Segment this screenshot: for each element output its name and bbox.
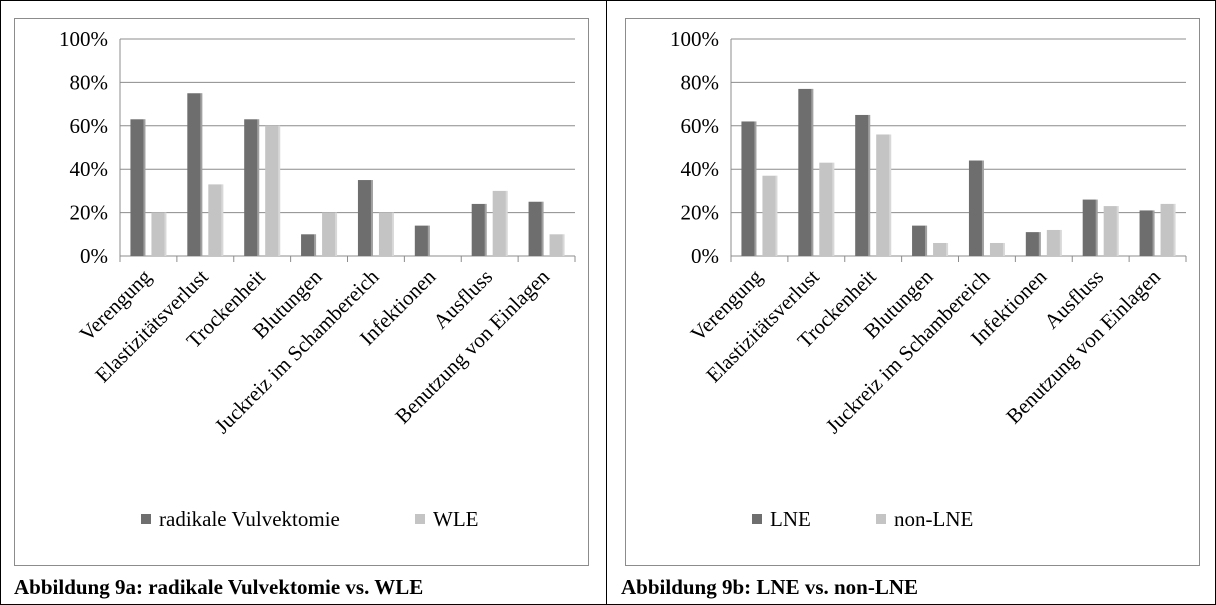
bar xyxy=(378,212,394,256)
y-tick-label: 100% xyxy=(59,27,108,51)
bar xyxy=(187,93,203,256)
bar-edge xyxy=(889,134,892,256)
bar xyxy=(1139,210,1155,256)
bar-edge xyxy=(335,212,338,256)
bar xyxy=(741,121,757,257)
bar xyxy=(876,134,892,256)
legend-swatch xyxy=(876,514,886,524)
bar xyxy=(301,234,317,256)
bar-edge xyxy=(278,125,281,256)
bar-edge xyxy=(427,225,430,256)
table-top-border xyxy=(0,0,1216,1)
bar-edge xyxy=(925,225,928,256)
bar xyxy=(1160,203,1176,256)
bar xyxy=(471,203,487,256)
bar xyxy=(1082,199,1098,256)
chart-left: 0%20%40%60%80%100%VerengungElastizitätsv… xyxy=(59,27,576,531)
bar-edge xyxy=(541,201,544,256)
chart-frame-right: 0% 20% 40% 60% 80% 100% Verengung Elastizitätsv… xyxy=(625,18,1200,566)
y-tick-label: 60% xyxy=(70,114,109,138)
y-tick-label: 80% xyxy=(681,70,720,94)
bar-edge xyxy=(370,180,373,256)
bar xyxy=(151,212,167,256)
bar xyxy=(357,180,373,256)
bar xyxy=(989,242,1005,256)
bar-edge xyxy=(1116,206,1119,256)
bar xyxy=(130,119,146,256)
table-left-border xyxy=(0,0,1,605)
bar xyxy=(968,160,984,256)
y-tick-label: 40% xyxy=(70,157,109,181)
bar xyxy=(762,175,778,256)
bar xyxy=(1103,206,1119,256)
bar xyxy=(414,225,430,256)
y-tick-label: 100% xyxy=(670,27,719,51)
bar-edge xyxy=(1152,210,1155,256)
bar-edge xyxy=(484,203,487,256)
y-tick-label: 60% xyxy=(681,114,720,138)
bar-edge xyxy=(775,175,778,256)
caption-right: Abbildung 9b: LNE vs. non-LNE xyxy=(621,575,919,599)
bar xyxy=(549,234,565,256)
bar-edge xyxy=(391,212,394,256)
bar-edge xyxy=(257,119,260,256)
legend-swatch xyxy=(415,514,425,524)
caption-left: Abbildung 9a: radikale Vulvektomie vs. W… xyxy=(14,575,424,599)
bar xyxy=(244,119,260,256)
bar xyxy=(528,201,544,256)
bar xyxy=(819,162,835,256)
bar-edge xyxy=(832,162,835,256)
y-tick-label: 80% xyxy=(70,70,109,94)
y-tick-label: 40% xyxy=(681,157,720,181)
bar-edge xyxy=(1095,199,1098,256)
bar-edge xyxy=(868,114,871,256)
bar-edge xyxy=(562,234,565,256)
bar-edge xyxy=(221,184,224,256)
bar-edge xyxy=(200,93,203,256)
bar-edge xyxy=(946,242,949,256)
bar-edge xyxy=(1173,203,1176,256)
bar xyxy=(912,225,928,256)
bar-edge xyxy=(1002,242,1005,256)
bar-edge xyxy=(754,121,757,257)
y-tick-label: 20% xyxy=(70,201,109,225)
legend-label: radikale Vulvektomie xyxy=(159,507,340,531)
y-tick-label: 0% xyxy=(80,244,108,268)
bar xyxy=(208,184,224,256)
y-tick-label: 0% xyxy=(691,244,719,268)
bar xyxy=(1046,229,1062,256)
bar xyxy=(1025,232,1041,256)
bar-edge xyxy=(1059,229,1062,256)
bar-edge xyxy=(164,212,167,256)
bar xyxy=(322,212,338,256)
bar-edge xyxy=(981,160,984,256)
legend-label: WLE xyxy=(433,507,478,531)
bar xyxy=(492,190,508,256)
bar-edge xyxy=(1038,232,1041,256)
y-tick-label: 20% xyxy=(681,201,720,225)
bar-edge xyxy=(505,190,508,256)
legend-label: non-LNE xyxy=(894,507,973,531)
bar-edge xyxy=(314,234,317,256)
bar xyxy=(933,242,949,256)
bar-edge xyxy=(143,119,146,256)
bar xyxy=(798,88,814,256)
legend-swatch xyxy=(752,514,762,524)
legend-swatch xyxy=(141,514,151,524)
bar-edge xyxy=(811,88,814,256)
chart-frame-left: 0% 20% 40% 60% 80% 100% Verengung Elastizitätsv… xyxy=(14,18,589,566)
chart-right: 0%20%40%60%80%100%VerengungElastizitätsv… xyxy=(670,27,1187,531)
bar xyxy=(265,125,281,256)
table-divider xyxy=(606,0,607,605)
bar xyxy=(855,114,871,256)
legend-label: LNE xyxy=(770,507,811,531)
